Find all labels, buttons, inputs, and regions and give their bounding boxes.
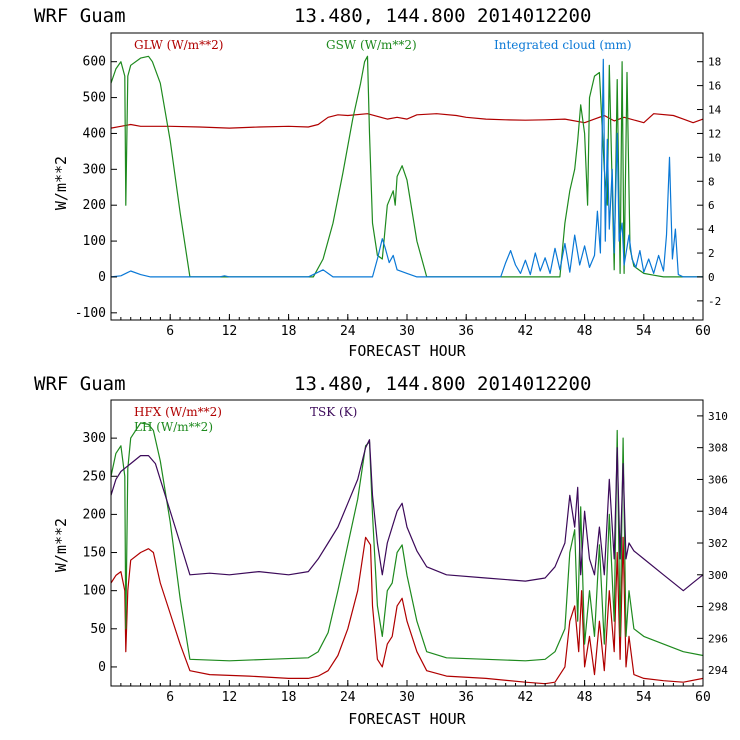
series-top-glw [110,113,704,129]
x-tick-label: 42 [518,324,534,339]
x-tick-label: 18 [281,324,297,339]
y2-tick-label: 298 [708,601,728,614]
y2-tick-label: 18 [708,56,721,69]
y-tick-label: 400 [83,126,106,141]
y2-tick-label: 306 [708,473,728,486]
y-tick-label: 200 [83,198,106,213]
legend-glw: GLW (W/m**2) [134,38,223,52]
y-tick-label: 50 [90,622,106,637]
y2-tick-label: 4 [708,223,715,236]
legend-gsw: GSW (W/m**2) [326,38,417,52]
x-tick-label: 30 [399,690,415,705]
x-tick-label: 24 [340,324,356,339]
x-tick-label: 6 [166,324,174,339]
y2-tick-label: 12 [708,127,721,140]
y2-tick-label: 6 [708,199,715,212]
y-tick-label: 0 [98,270,106,285]
x-tick-label: 36 [458,690,474,705]
panel-top-title-left: WRF Guam [34,5,126,27]
panel-bottom-title-right: 13.480, 144.800 2014012200 [294,373,591,395]
x-tick-label: 12 [222,324,238,339]
y2-tick-label: 296 [708,632,728,645]
y2-tick-label: 8 [708,175,715,188]
x-tick-label: 60 [695,690,711,705]
x-tick-label: 6 [166,690,174,705]
panel-bottom-title-left: WRF Guam [34,373,126,395]
y-tick-label: 300 [83,162,106,177]
series-bottom-lh [110,422,704,662]
y-tick-label: 100 [83,584,106,599]
x-tick-label: 36 [458,324,474,339]
x-tick-label: 24 [340,690,356,705]
x-tick-label: 48 [577,324,593,339]
y2-tick-label: 0 [708,271,715,284]
series-bottom-hfx [110,536,704,685]
legend-integrated-cloud: Integrated cloud (mm) [494,38,632,52]
x-tick-label: 18 [281,690,297,705]
y-tick-label: 250 [83,469,106,484]
y2-tick-label: 310 [708,410,728,423]
x-tick-label: 54 [636,324,652,339]
x-tick-label: 54 [636,690,652,705]
panel-top: WRF Guam 13.480, 144.800 2014012200 6 12 1… [34,5,722,360]
legend-lh: LH (W/m**2) [134,420,213,434]
x-tick-label: 60 [695,324,711,339]
panel-top-x-axis-label: FORECAST HOUR [348,342,466,360]
series-top-integrated [110,58,703,278]
panel-top-title-right: 13.480, 144.800 2014012200 [294,5,591,27]
y2-tick-label: -2 [708,295,721,308]
y-tick-label: 150 [83,546,106,561]
y2-tick-label: 2 [708,247,715,260]
legend-hfx: HFX (W/m**2) [134,405,222,419]
y2-tick-label: 16 [708,80,721,93]
x-tick-label: 48 [577,690,593,705]
y2-tick-label: 308 [708,442,728,455]
x-tick-label: 30 [399,324,415,339]
panel-bottom-y-axis-label: W/m**2 [52,518,70,572]
y-tick-label: 300 [83,431,106,446]
y2-tick-label: 304 [708,505,728,518]
panel-top-y-axis-label: W/m**2 [52,156,70,210]
y-tick-label: 0 [98,660,106,675]
panel-bottom: WRF Guam 13.480, 144.800 2014012200 6 12 1… [34,373,728,728]
panel-bottom-x-axis-label: FORECAST HOUR [348,710,466,728]
y-tick-label: 200 [83,507,106,522]
y2-tick-label: 302 [708,537,728,550]
y-tick-label: 600 [83,55,106,70]
y2-tick-label: 14 [708,104,722,117]
y-tick-label: 500 [83,91,106,106]
y2-tick-label: 300 [708,569,728,582]
series-top-gsw [110,55,703,278]
y2-tick-label: 294 [708,664,728,677]
y-tick-label: 100 [83,234,106,249]
legend-tsk: TSK (K) [310,405,357,419]
series-bottom-tsk [110,439,704,592]
x-tick-label: 12 [222,690,238,705]
y-tick-label: -100 [75,306,106,321]
y2-tick-label: 10 [708,151,721,164]
x-tick-label: 42 [518,690,534,705]
